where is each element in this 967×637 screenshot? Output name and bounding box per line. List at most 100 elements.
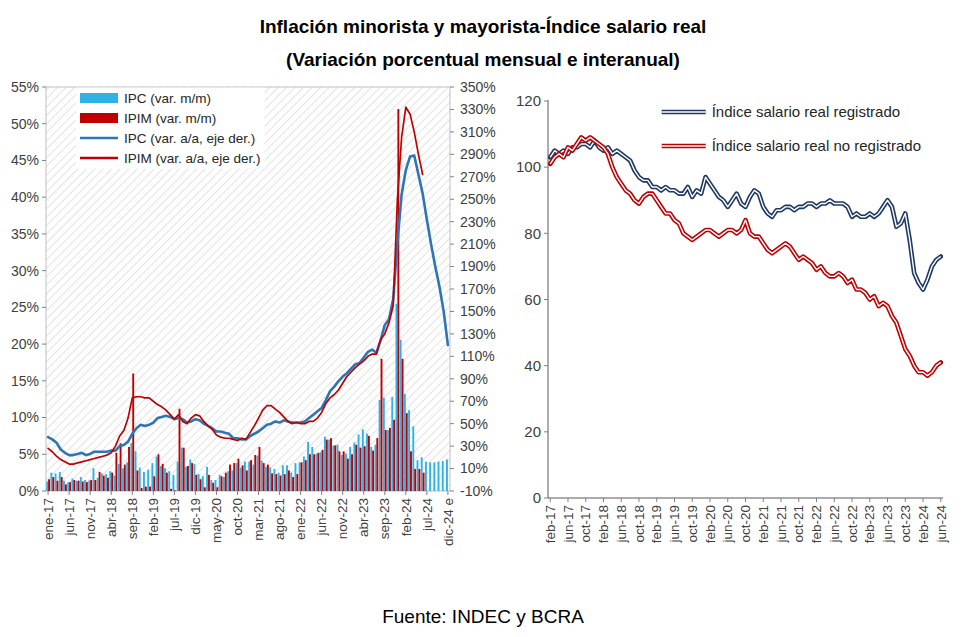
bar: [296, 474, 298, 491]
bar: [269, 467, 271, 491]
bar: [349, 447, 351, 491]
x-tick: [321, 491, 322, 495]
y-tick-label: 50%: [11, 116, 39, 132]
x-tick: [621, 498, 622, 502]
bar: [442, 461, 444, 491]
y-tick-label: 25%: [11, 299, 39, 315]
x-tick: [216, 491, 217, 495]
bar: [383, 398, 385, 491]
y-tick: [42, 197, 46, 198]
legend-swatch: [662, 144, 706, 149]
bar: [202, 476, 204, 491]
y-tick: [42, 307, 46, 308]
bar: [135, 451, 137, 491]
x-tick: [342, 491, 343, 495]
bar: [97, 478, 99, 491]
x-tick: [111, 491, 112, 495]
legend-background: [76, 88, 265, 169]
x-tick-label: oct-21: [791, 505, 806, 543]
bar: [149, 487, 151, 491]
y2-tick: [450, 244, 454, 245]
bar: [421, 457, 423, 491]
bar: [330, 438, 332, 491]
x-tick-label: oct-20: [230, 498, 245, 536]
legend-label: IPIM (var. a/a, eje der.): [124, 151, 261, 166]
bar: [355, 445, 357, 491]
y2-tick: [450, 266, 454, 267]
bar: [69, 482, 71, 491]
bar: [372, 451, 374, 491]
legend-label: IPC (var. a/a, eje der.): [124, 131, 255, 146]
x-tick-label: jun-20: [720, 505, 735, 544]
legend-label: Índice salario real registrado: [712, 103, 900, 120]
y-tick-label: 55%: [11, 79, 39, 95]
bar: [174, 490, 176, 491]
bar: [275, 474, 277, 491]
legend-swatch: [80, 157, 118, 159]
x-tick: [869, 498, 870, 502]
bar: [248, 462, 250, 491]
bar: [80, 477, 82, 491]
x-tick-label: abr-23: [356, 498, 371, 537]
bar: [252, 465, 254, 491]
y-tick: [544, 431, 548, 432]
bar: [271, 473, 273, 491]
bar: [368, 436, 370, 491]
y2-tick-label: 210%: [460, 236, 496, 252]
bar: [374, 445, 376, 491]
bar: [65, 484, 67, 491]
bar: [347, 459, 349, 491]
bar: [284, 474, 286, 491]
x-tick-label: sep-23: [377, 498, 392, 539]
bar: [290, 473, 292, 491]
bar: [389, 428, 391, 491]
y2-tick-label: 130%: [460, 326, 496, 342]
bar: [362, 429, 364, 491]
y-tick-label: 20: [524, 423, 541, 440]
y-tick-label: 40: [524, 357, 541, 374]
x-tick: [48, 491, 49, 495]
bar: [338, 451, 340, 491]
x-tick: [638, 498, 639, 502]
bar: [343, 451, 345, 491]
x-tick-label: feb-22: [809, 505, 824, 543]
bar: [216, 487, 218, 491]
bar: [143, 472, 145, 491]
bar: [334, 445, 336, 491]
y-tick: [42, 491, 46, 492]
bar: [50, 473, 52, 491]
bar: [280, 476, 282, 491]
bar: [118, 464, 120, 491]
bar: [158, 454, 160, 491]
y-tick: [42, 233, 46, 234]
bar: [128, 447, 130, 491]
x-tick: [656, 498, 657, 502]
x-tick-label: feb-18: [596, 505, 611, 543]
x-tick: [852, 498, 853, 502]
y2-tick: [450, 176, 454, 177]
bar: [292, 477, 294, 491]
bar: [328, 440, 330, 491]
x-tick: [132, 491, 133, 495]
x-tick: [363, 491, 364, 495]
y2-tick-label: 10%: [460, 460, 488, 476]
y2-tick: [450, 491, 454, 492]
bar: [103, 476, 105, 491]
chart-1: 020406080100120feb-17jun-17oct-17feb-18j…: [516, 92, 949, 543]
bar: [337, 445, 339, 491]
x-tick: [384, 491, 385, 495]
y-tick: [544, 498, 548, 499]
x-tick: [69, 491, 70, 495]
bar: [219, 475, 221, 491]
bar: [286, 465, 288, 491]
bar: [122, 468, 124, 491]
bar: [410, 451, 412, 491]
y-tick: [42, 380, 46, 381]
bar: [76, 481, 78, 491]
x-tick-label: feb-24: [916, 505, 931, 544]
bar: [114, 476, 116, 491]
bar: [446, 459, 448, 491]
x-tick: [834, 498, 835, 502]
bar: [139, 467, 141, 491]
x-tick-label: jun-17: [62, 498, 77, 537]
